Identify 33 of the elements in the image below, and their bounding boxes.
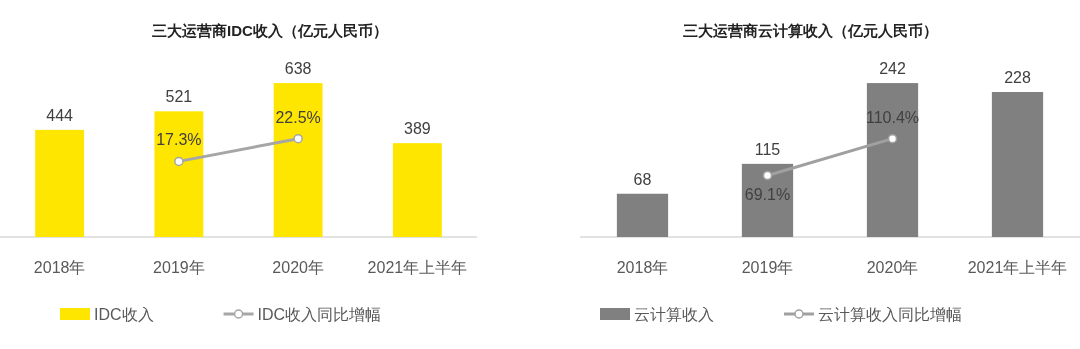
data-label: 228 (1004, 68, 1031, 86)
data-label: 444 (46, 106, 74, 124)
legend-label: 云计算收入 (634, 306, 714, 323)
bar (616, 193, 669, 237)
data-label: 389 (404, 120, 431, 138)
data-label: 69.1% (744, 186, 791, 204)
legend-label: 云计算收入同比增幅 (818, 306, 962, 323)
data-label: 17.3% (156, 131, 202, 149)
data-label: 638 (284, 60, 312, 78)
data-label: 242 (879, 60, 906, 78)
x-tick-label: 2019年 (741, 259, 794, 276)
x-tick-label: 2020年 (866, 259, 919, 276)
x-tick-label: 2018年 (616, 259, 669, 276)
bar (991, 91, 1044, 237)
bar (741, 163, 794, 237)
legend-label: IDC收入 (94, 306, 154, 323)
data-label: 68 (633, 170, 652, 188)
x-tick-label: 2021年上半年 (967, 259, 1068, 276)
bar (392, 143, 442, 237)
data-label: 115 (754, 140, 781, 158)
chart-title: 三大运营商IDC收入（亿元人民币） (152, 22, 388, 39)
bar (866, 83, 919, 237)
bar (273, 83, 323, 237)
x-tick-label: 2020年 (272, 259, 324, 276)
data-label: 22.5% (275, 108, 321, 126)
bar (35, 129, 85, 237)
x-tick-label: 2018年 (33, 259, 86, 276)
legend-label: IDC收入同比增幅 (257, 306, 382, 323)
bar (154, 111, 204, 237)
x-tick-label: 2021年上半年 (367, 259, 468, 276)
data-label: 521 (165, 88, 193, 106)
x-tick-label: 2019年 (153, 259, 205, 276)
chart-title: 三大运营商云计算收入（亿元人民币） (682, 22, 938, 39)
